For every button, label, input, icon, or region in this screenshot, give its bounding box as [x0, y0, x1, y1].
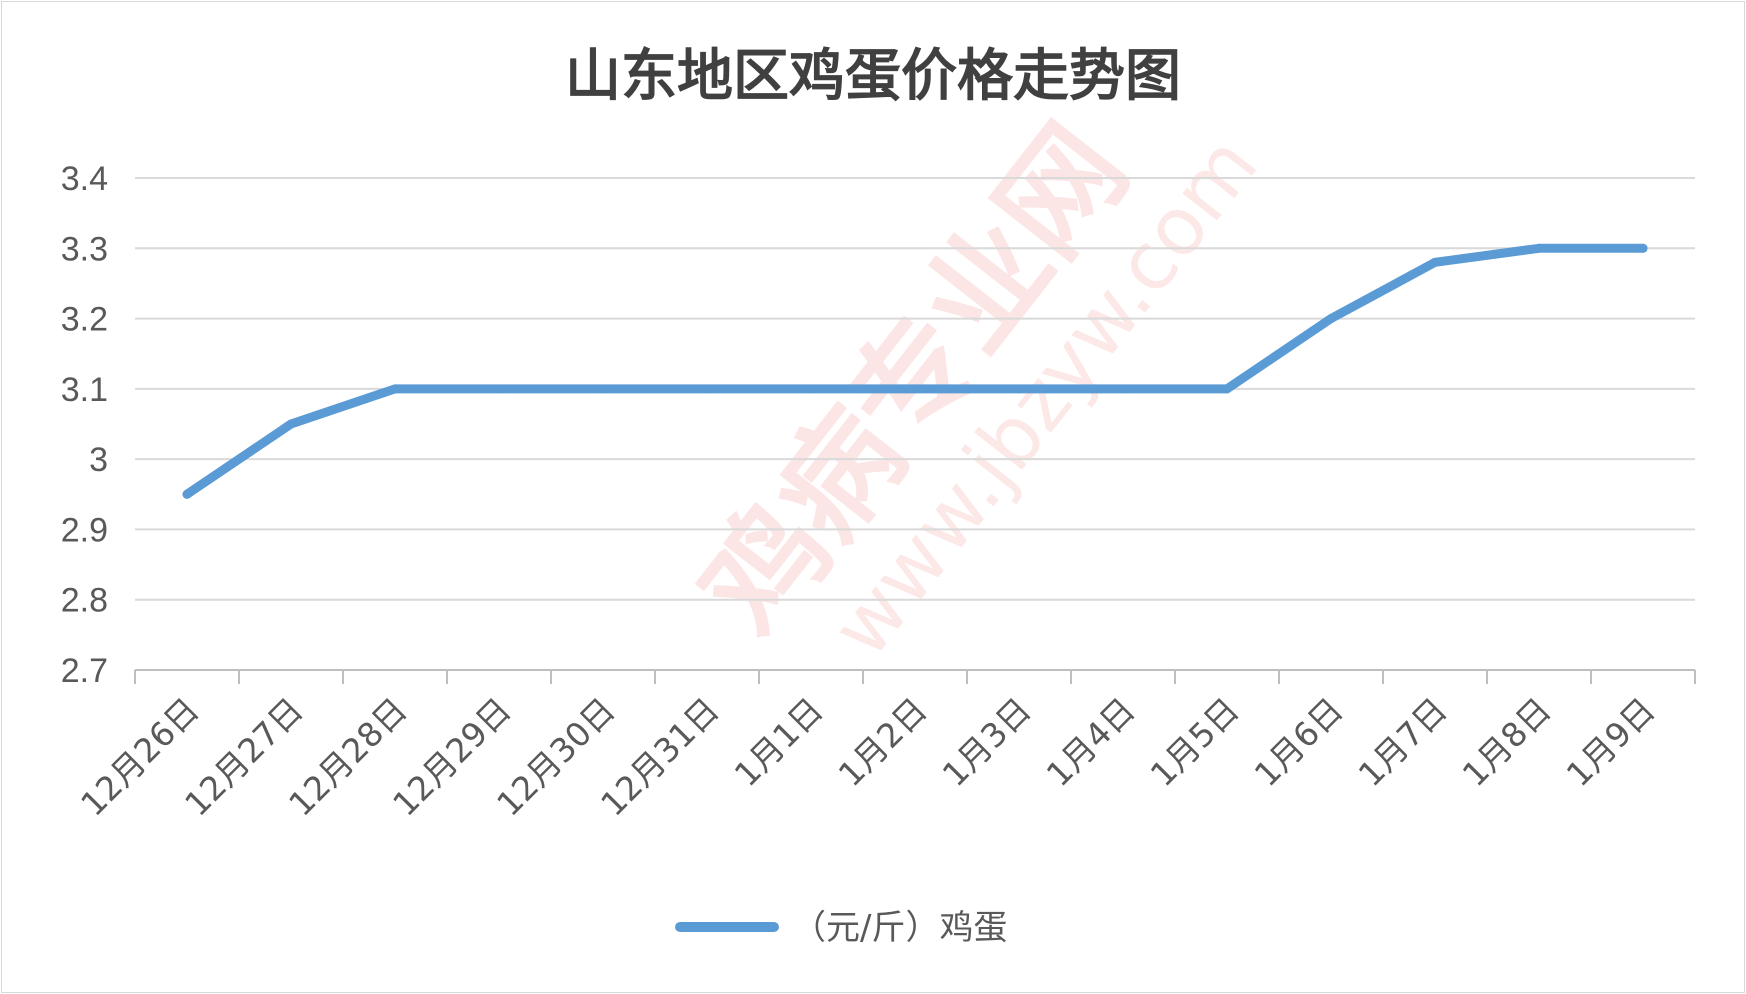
data-point	[1430, 257, 1440, 267]
data-point	[598, 384, 608, 394]
data-point	[286, 419, 296, 429]
y-tick-label: 3.4	[61, 160, 108, 198]
data-point	[702, 384, 712, 394]
y-tick-label: 2.7	[61, 652, 108, 690]
x-tick-label: 1月5日	[1143, 690, 1247, 794]
x-tick-label: 1月8日	[1455, 690, 1559, 794]
y-tick-label: 3.3	[61, 230, 108, 268]
y-tick-label: 2.9	[61, 511, 108, 549]
series-layer	[182, 243, 1648, 499]
x-tick-label: 1月3日	[935, 690, 1039, 794]
data-point	[182, 489, 192, 499]
x-tick-label: 1月6日	[1247, 690, 1351, 794]
chart-title: 山东地区鸡蛋价格走势图	[565, 43, 1181, 109]
legend[interactable]: （元/斤）鸡蛋	[675, 908, 1007, 948]
data-point	[1534, 243, 1544, 253]
x-tick-label: 1月1日	[727, 690, 831, 794]
data-point	[1326, 314, 1336, 324]
x-tick-label: 1月4日	[1039, 690, 1143, 794]
y-tick-label: 3.2	[61, 301, 108, 339]
data-point	[390, 384, 400, 394]
data-point	[1014, 384, 1024, 394]
data-point	[910, 384, 920, 394]
x-tick-label: 1月9日	[1559, 690, 1663, 794]
data-point	[1638, 243, 1648, 253]
gridlines	[135, 177, 1695, 601]
y-tick-label: 3.1	[61, 371, 108, 409]
data-point	[1118, 384, 1128, 394]
x-tick-label: 1月2日	[831, 690, 935, 794]
data-point	[1222, 384, 1232, 394]
legend-label: （元/斤）鸡蛋	[792, 908, 1007, 948]
data-point	[806, 384, 816, 394]
data-point	[494, 384, 504, 394]
x-tick-label: 1月7日	[1351, 690, 1455, 794]
y-tick-label: 3	[89, 441, 108, 479]
y-axis: 2.7 2.8 2.9 3 3.1 3.2 3.3 3.4	[61, 160, 108, 690]
y-tick-label: 2.8	[61, 582, 108, 620]
